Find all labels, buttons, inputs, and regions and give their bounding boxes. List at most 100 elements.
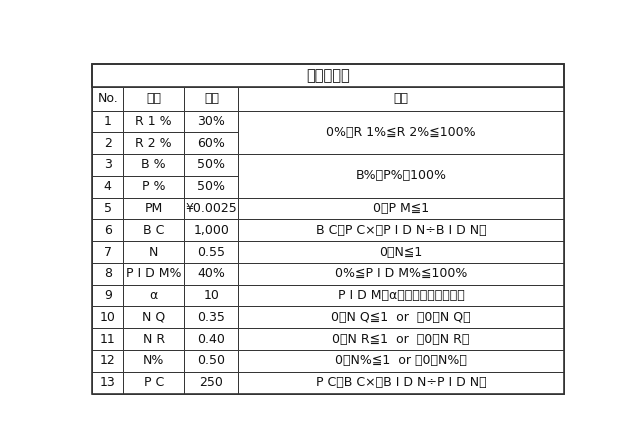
- Text: 50%: 50%: [197, 180, 225, 193]
- Text: 0%≦P I D M%≦100%: 0%≦P I D M%≦100%: [335, 267, 467, 280]
- Text: 250: 250: [200, 376, 223, 389]
- Text: 9: 9: [104, 289, 111, 302]
- Text: 7: 7: [104, 245, 112, 259]
- Text: 0%＜R 1%≦R 2%≦100%: 0%＜R 1%≦R 2%≦100%: [326, 126, 476, 139]
- Bar: [92, 219, 123, 241]
- Text: P C: P C: [143, 376, 164, 389]
- Text: 50%: 50%: [197, 158, 225, 171]
- Text: P C＝B C×（B I D N÷P I D N）: P C＝B C×（B I D N÷P I D N）: [316, 376, 486, 389]
- Text: 0＜N≦1: 0＜N≦1: [380, 245, 422, 259]
- Bar: [92, 372, 123, 393]
- Text: 10: 10: [100, 311, 116, 324]
- Text: 0.50: 0.50: [197, 355, 225, 368]
- Bar: [184, 111, 239, 132]
- Text: B C: B C: [143, 224, 164, 237]
- Text: 0＜N%≦1  or （0＞N%）: 0＜N%≦1 or （0＞N%）: [335, 355, 467, 368]
- Text: 6: 6: [104, 224, 111, 237]
- Bar: [92, 328, 123, 350]
- Text: 11: 11: [100, 333, 116, 346]
- Bar: [184, 241, 239, 263]
- Text: R 2 %: R 2 %: [135, 136, 172, 150]
- Bar: [123, 372, 184, 393]
- Bar: [123, 241, 184, 263]
- Bar: [239, 198, 564, 219]
- Bar: [239, 372, 564, 393]
- Text: 40%: 40%: [198, 267, 225, 280]
- Bar: [184, 176, 239, 198]
- Text: 30%: 30%: [198, 115, 225, 128]
- Text: 数値: 数値: [204, 92, 219, 105]
- Bar: [239, 350, 564, 372]
- Bar: [92, 306, 123, 328]
- Bar: [184, 154, 239, 176]
- Text: 4: 4: [104, 180, 111, 193]
- Text: 備考: 備考: [394, 92, 408, 105]
- Bar: [239, 154, 564, 198]
- Bar: [239, 328, 564, 350]
- Text: 13: 13: [100, 376, 116, 389]
- Text: N%: N%: [143, 355, 164, 368]
- Bar: [239, 306, 564, 328]
- Bar: [184, 306, 239, 328]
- Bar: [239, 87, 564, 111]
- Text: 1: 1: [104, 115, 111, 128]
- Bar: [184, 372, 239, 393]
- Bar: [92, 198, 123, 219]
- Bar: [184, 219, 239, 241]
- Bar: [92, 64, 564, 87]
- Bar: [184, 87, 239, 111]
- Bar: [239, 285, 564, 306]
- Bar: [184, 198, 239, 219]
- Bar: [123, 132, 184, 154]
- Bar: [123, 176, 184, 198]
- Bar: [239, 263, 564, 285]
- Bar: [123, 285, 184, 306]
- Bar: [123, 350, 184, 372]
- Bar: [92, 285, 123, 306]
- Bar: [184, 263, 239, 285]
- Bar: [184, 132, 239, 154]
- Bar: [92, 87, 123, 111]
- Bar: [239, 111, 564, 154]
- Bar: [184, 350, 239, 372]
- Bar: [239, 241, 564, 263]
- Text: 8: 8: [104, 267, 112, 280]
- Bar: [184, 328, 239, 350]
- Bar: [92, 350, 123, 372]
- Text: No.: No.: [97, 92, 118, 105]
- Bar: [239, 219, 564, 241]
- Bar: [123, 263, 184, 285]
- Text: PM: PM: [145, 202, 163, 215]
- Text: 記号: 記号: [146, 92, 161, 105]
- Text: B%＋P%＝100%: B%＋P%＝100%: [356, 169, 447, 182]
- Text: α: α: [150, 289, 158, 302]
- Text: 0＜N Q≦1  or  （0＞N Q）: 0＜N Q≦1 or （0＞N Q）: [332, 311, 471, 324]
- Bar: [92, 111, 123, 132]
- Text: P %: P %: [142, 180, 165, 193]
- Bar: [92, 176, 123, 198]
- Text: 12: 12: [100, 355, 116, 368]
- Text: B C＝P C×（P I D N÷B I D N）: B C＝P C×（P I D N÷B I D N）: [316, 224, 486, 237]
- Text: N Q: N Q: [142, 311, 165, 324]
- Bar: [123, 111, 184, 132]
- Text: 60%: 60%: [198, 136, 225, 150]
- Bar: [123, 306, 184, 328]
- Bar: [123, 154, 184, 176]
- Bar: [92, 132, 123, 154]
- Text: 2: 2: [104, 136, 111, 150]
- Bar: [92, 154, 123, 176]
- Text: N: N: [149, 245, 158, 259]
- Bar: [184, 285, 239, 306]
- Text: 0＜P M≦1: 0＜P M≦1: [373, 202, 429, 215]
- Text: P I D Mをαの整数倍にする変数: P I D Mをαの整数倍にする変数: [338, 289, 465, 302]
- Bar: [92, 263, 123, 285]
- Text: P I D M%: P I D M%: [126, 267, 181, 280]
- Bar: [123, 219, 184, 241]
- Bar: [123, 328, 184, 350]
- Text: R 1 %: R 1 %: [135, 115, 172, 128]
- Bar: [123, 198, 184, 219]
- Bar: [92, 241, 123, 263]
- Text: パラメータ: パラメータ: [306, 68, 350, 83]
- Text: N R: N R: [143, 333, 164, 346]
- Text: 0.55: 0.55: [197, 245, 225, 259]
